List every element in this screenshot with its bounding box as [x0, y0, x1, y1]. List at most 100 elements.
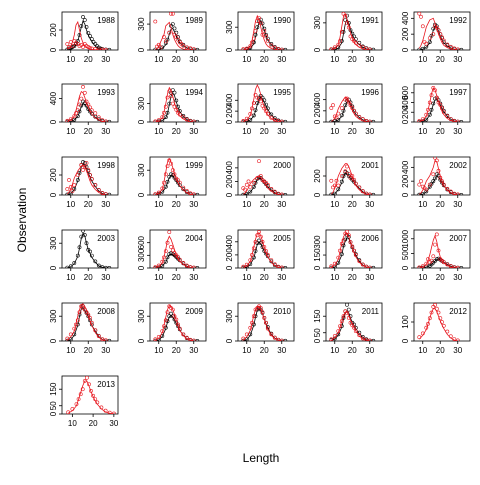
- data-point-black: [77, 33, 82, 37]
- panel-plot-area: [241, 14, 288, 50]
- data-point-black: [195, 192, 200, 195]
- data-point-red: [438, 316, 443, 321]
- data-point-black: [82, 18, 87, 22]
- data-point-red: [248, 325, 253, 330]
- series-line-red: [155, 21, 194, 50]
- x-tick-label: 30: [101, 55, 110, 64]
- data-point-black: [72, 261, 77, 265]
- data-point-black: [89, 37, 94, 41]
- data-point-red: [260, 239, 265, 244]
- data-point-red: [96, 115, 101, 120]
- data-point-red: [339, 29, 344, 34]
- data-point-red: [100, 337, 105, 341]
- data-point-red: [181, 260, 186, 265]
- panel-title: 1988: [97, 16, 115, 25]
- data-point-red: [188, 119, 193, 122]
- data-point-black: [167, 314, 172, 319]
- data-point-red: [251, 36, 256, 41]
- data-point-red: [177, 326, 182, 331]
- data-point-black: [169, 172, 173, 177]
- data-point-black: [169, 311, 173, 316]
- data-point-red: [244, 182, 249, 187]
- data-point-red: [167, 158, 172, 163]
- x-tick-label: 10: [154, 127, 163, 136]
- data-point-black: [339, 113, 344, 118]
- panel-title: 1990: [273, 16, 291, 25]
- data-point-red: [357, 115, 362, 119]
- x-tick-label: 20: [436, 346, 445, 355]
- x-tick-label: 10: [66, 273, 75, 282]
- x-tick-label: 10: [242, 346, 251, 355]
- data-point-black: [176, 180, 180, 185]
- panel-frame: [61, 229, 119, 269]
- data-point-red: [169, 12, 173, 16]
- data-point-red: [417, 265, 422, 268]
- data-point-black: [283, 193, 288, 195]
- data-point-red: [339, 319, 344, 324]
- y-tick-label: 200: [49, 168, 58, 182]
- data-point-red: [329, 337, 334, 341]
- data-point-black: [81, 15, 85, 19]
- data-point-black: [420, 46, 425, 50]
- data-point-red: [165, 95, 170, 100]
- data-point-red: [441, 110, 446, 115]
- y-tick-label: 0: [49, 411, 58, 416]
- data-point-red: [255, 233, 260, 238]
- data-point-black: [427, 184, 432, 189]
- data-point-red: [348, 240, 353, 245]
- y-tick-label: 100: [401, 315, 410, 329]
- data-point-black: [241, 338, 246, 341]
- data-point-red: [431, 32, 436, 37]
- panel-title: 2005: [273, 234, 291, 243]
- panel-frame: [413, 83, 471, 123]
- data-point-red: [85, 376, 89, 380]
- x-tick-label: 30: [453, 273, 462, 282]
- y-tick-label: 0: [49, 47, 58, 52]
- data-point-red: [169, 94, 173, 99]
- data-point-red: [350, 323, 355, 328]
- data-point-black: [257, 238, 261, 243]
- data-point-red: [279, 47, 284, 50]
- data-point-black: [88, 34, 92, 38]
- data-point-black: [195, 119, 200, 122]
- data-point-red: [191, 338, 196, 341]
- data-point-red: [426, 321, 430, 326]
- data-point-red: [177, 180, 182, 185]
- data-point-red: [89, 108, 94, 113]
- data-point-red: [82, 307, 87, 312]
- data-point-red: [357, 185, 362, 190]
- data-point-red: [241, 336, 246, 341]
- data-point-red: [265, 252, 270, 257]
- data-point-red: [440, 106, 444, 111]
- data-point-black: [72, 117, 77, 122]
- data-point-red: [455, 119, 460, 122]
- panel-title: 1996: [361, 88, 379, 97]
- y-tick-label: 400: [225, 161, 234, 175]
- data-point-black: [160, 334, 165, 338]
- data-point-red: [258, 306, 263, 310]
- y-tick-label: 0: [225, 265, 234, 270]
- data-point-red: [427, 182, 432, 187]
- y-tick-label: 300: [49, 236, 58, 250]
- data-point-black: [172, 90, 177, 95]
- data-point-black: [103, 265, 108, 268]
- data-point-black: [77, 245, 82, 250]
- x-tick-label: 10: [66, 127, 75, 136]
- panel-frame: [237, 229, 295, 269]
- x-tick-label: 20: [84, 200, 93, 209]
- x-tick-label: 20: [84, 273, 93, 282]
- data-point-red: [72, 326, 77, 331]
- x-tick-label: 10: [242, 200, 251, 209]
- data-point-red: [367, 119, 372, 122]
- panel-title: 1993: [97, 88, 115, 97]
- data-point-red: [440, 320, 444, 324]
- data-point-red: [86, 102, 91, 107]
- panel-frame: [149, 156, 207, 196]
- panel-title: 2000: [273, 161, 291, 170]
- data-point-red: [93, 111, 98, 116]
